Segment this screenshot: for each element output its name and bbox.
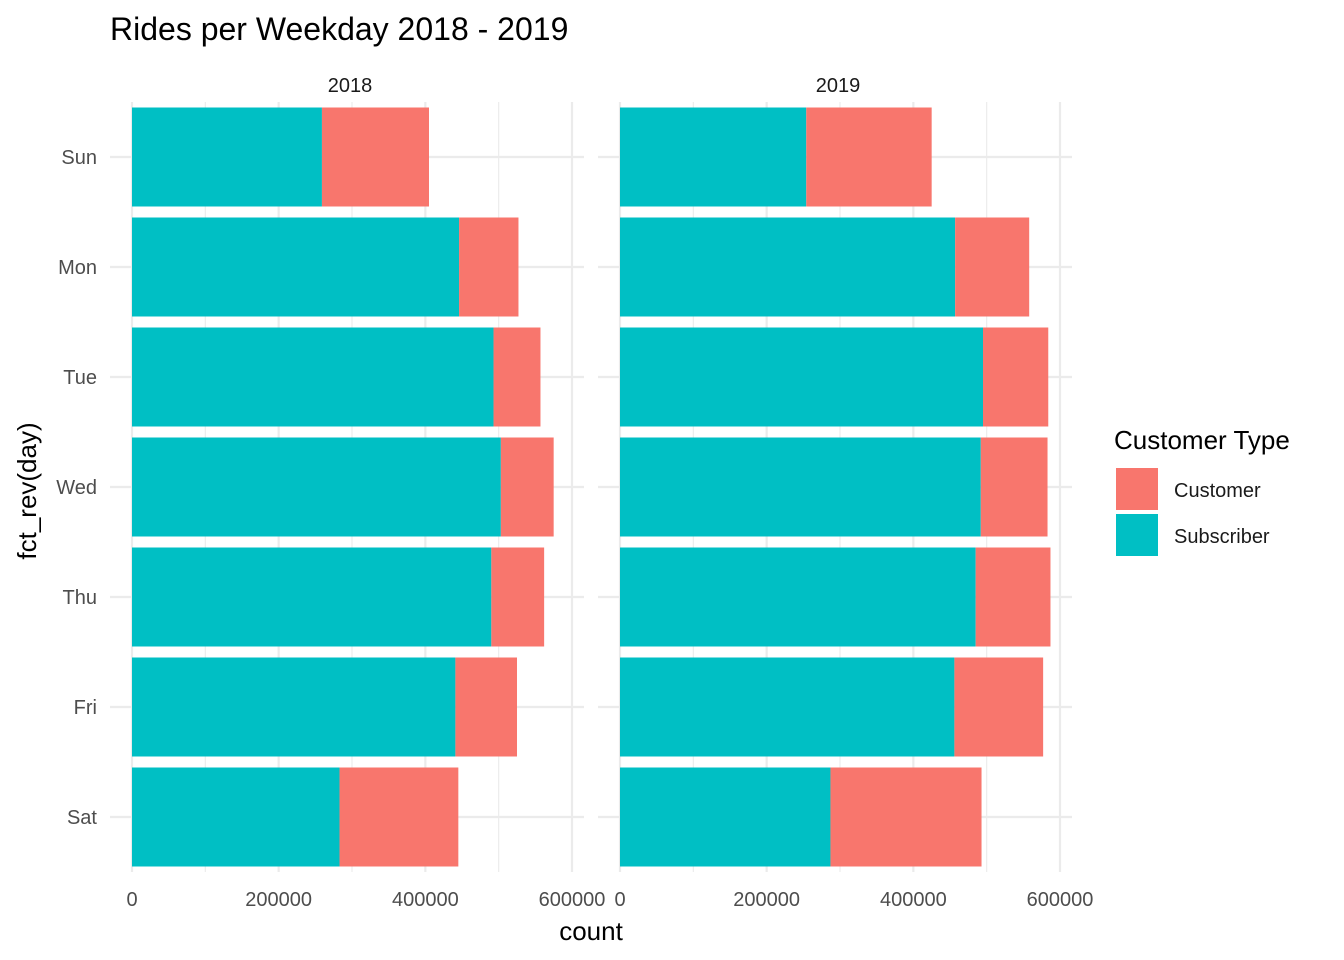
y-tick-label: Mon bbox=[58, 257, 97, 279]
chart-title: Rides per Weekday 2018 - 2019 bbox=[110, 11, 568, 47]
bar-2018-Thu-customer bbox=[491, 547, 545, 647]
bar-2018-Sat-subscriber bbox=[132, 767, 340, 867]
bar-2019-Wed-customer bbox=[980, 437, 1048, 537]
bar-2019-Sun-subscriber bbox=[620, 107, 807, 207]
legend-key-subscriber bbox=[1116, 514, 1158, 556]
x-tick-label: 0 bbox=[614, 889, 625, 911]
x-tick-label: 600000 bbox=[539, 889, 606, 911]
facet-strip-label: 2019 bbox=[816, 75, 861, 97]
legend-title: Customer Type bbox=[1114, 425, 1290, 455]
bar-2019-Mon-customer bbox=[955, 217, 1030, 317]
bar-2019-Wed-subscriber bbox=[620, 437, 981, 537]
bar-2018-Fri-customer bbox=[455, 657, 517, 757]
bar-2019-Fri-customer bbox=[954, 657, 1044, 757]
bar-2018-Sat-customer bbox=[339, 767, 459, 867]
x-tick-label: 400000 bbox=[880, 889, 947, 911]
bar-2018-Tue-subscriber bbox=[132, 327, 494, 427]
bar-2019-Tue-subscriber bbox=[620, 327, 983, 427]
x-tick-label: 200000 bbox=[245, 889, 312, 911]
legend-label-customer: Customer bbox=[1174, 480, 1261, 502]
y-tick-label: Fri bbox=[74, 697, 97, 719]
x-tick-label: 400000 bbox=[392, 889, 459, 911]
bar-2019-Fri-subscriber bbox=[620, 657, 955, 757]
y-axis-title: fct_rev(day) bbox=[12, 422, 42, 559]
bar-2018-Mon-customer bbox=[459, 217, 519, 317]
bar-2019-Thu-subscriber bbox=[620, 547, 976, 647]
legend: Customer Type Customer Subscriber bbox=[1114, 425, 1290, 556]
facet-strip-label: 2018 bbox=[328, 75, 373, 97]
bar-2018-Fri-subscriber bbox=[132, 657, 456, 757]
legend-key-customer bbox=[1116, 468, 1158, 510]
bar-2018-Wed-subscriber bbox=[132, 437, 501, 537]
bars bbox=[132, 107, 554, 867]
legend-label-subscriber: Subscriber bbox=[1174, 526, 1270, 548]
bar-2019-Tue-customer bbox=[983, 327, 1049, 427]
bar-2018-Wed-customer bbox=[500, 437, 554, 537]
bar-2019-Sun-customer bbox=[806, 107, 932, 207]
bar-2018-Tue-customer bbox=[493, 327, 541, 427]
bar-2019-Mon-subscriber bbox=[620, 217, 956, 317]
x-tick-label: 200000 bbox=[733, 889, 800, 911]
y-tick-label: Sun bbox=[61, 147, 97, 169]
bar-2018-Mon-subscriber bbox=[132, 217, 460, 317]
bar-2018-Sun-customer bbox=[321, 107, 429, 207]
bar-2019-Sat-subscriber bbox=[620, 767, 831, 867]
y-tick-labels: Sun Mon Tue Wed Thu Fri Sat bbox=[56, 147, 97, 829]
bar-2018-Thu-subscriber bbox=[132, 547, 492, 647]
facet-panel-2019: 2019 0 200000 400000 600000 bbox=[598, 75, 1093, 911]
panels: 2018 0 200000 400000 600000 2019 0 200000 400000… bbox=[56, 75, 1093, 911]
y-tick-label: Thu bbox=[63, 587, 97, 609]
facet-panel-2018: 2018 0 200000 400000 600000 bbox=[110, 75, 605, 911]
x-tick-label: 600000 bbox=[1027, 889, 1094, 911]
x-axis-title: count bbox=[559, 916, 623, 946]
y-tick-label: Wed bbox=[56, 477, 97, 499]
bar-2018-Sun-subscriber bbox=[132, 107, 322, 207]
y-tick-label: Tue bbox=[63, 367, 97, 389]
y-tick-label: Sat bbox=[67, 807, 97, 829]
bar-2019-Sat-customer bbox=[830, 767, 982, 867]
x-tick-label: 0 bbox=[126, 889, 137, 911]
bar-2019-Thu-customer bbox=[975, 547, 1051, 647]
bars bbox=[620, 107, 1051, 867]
